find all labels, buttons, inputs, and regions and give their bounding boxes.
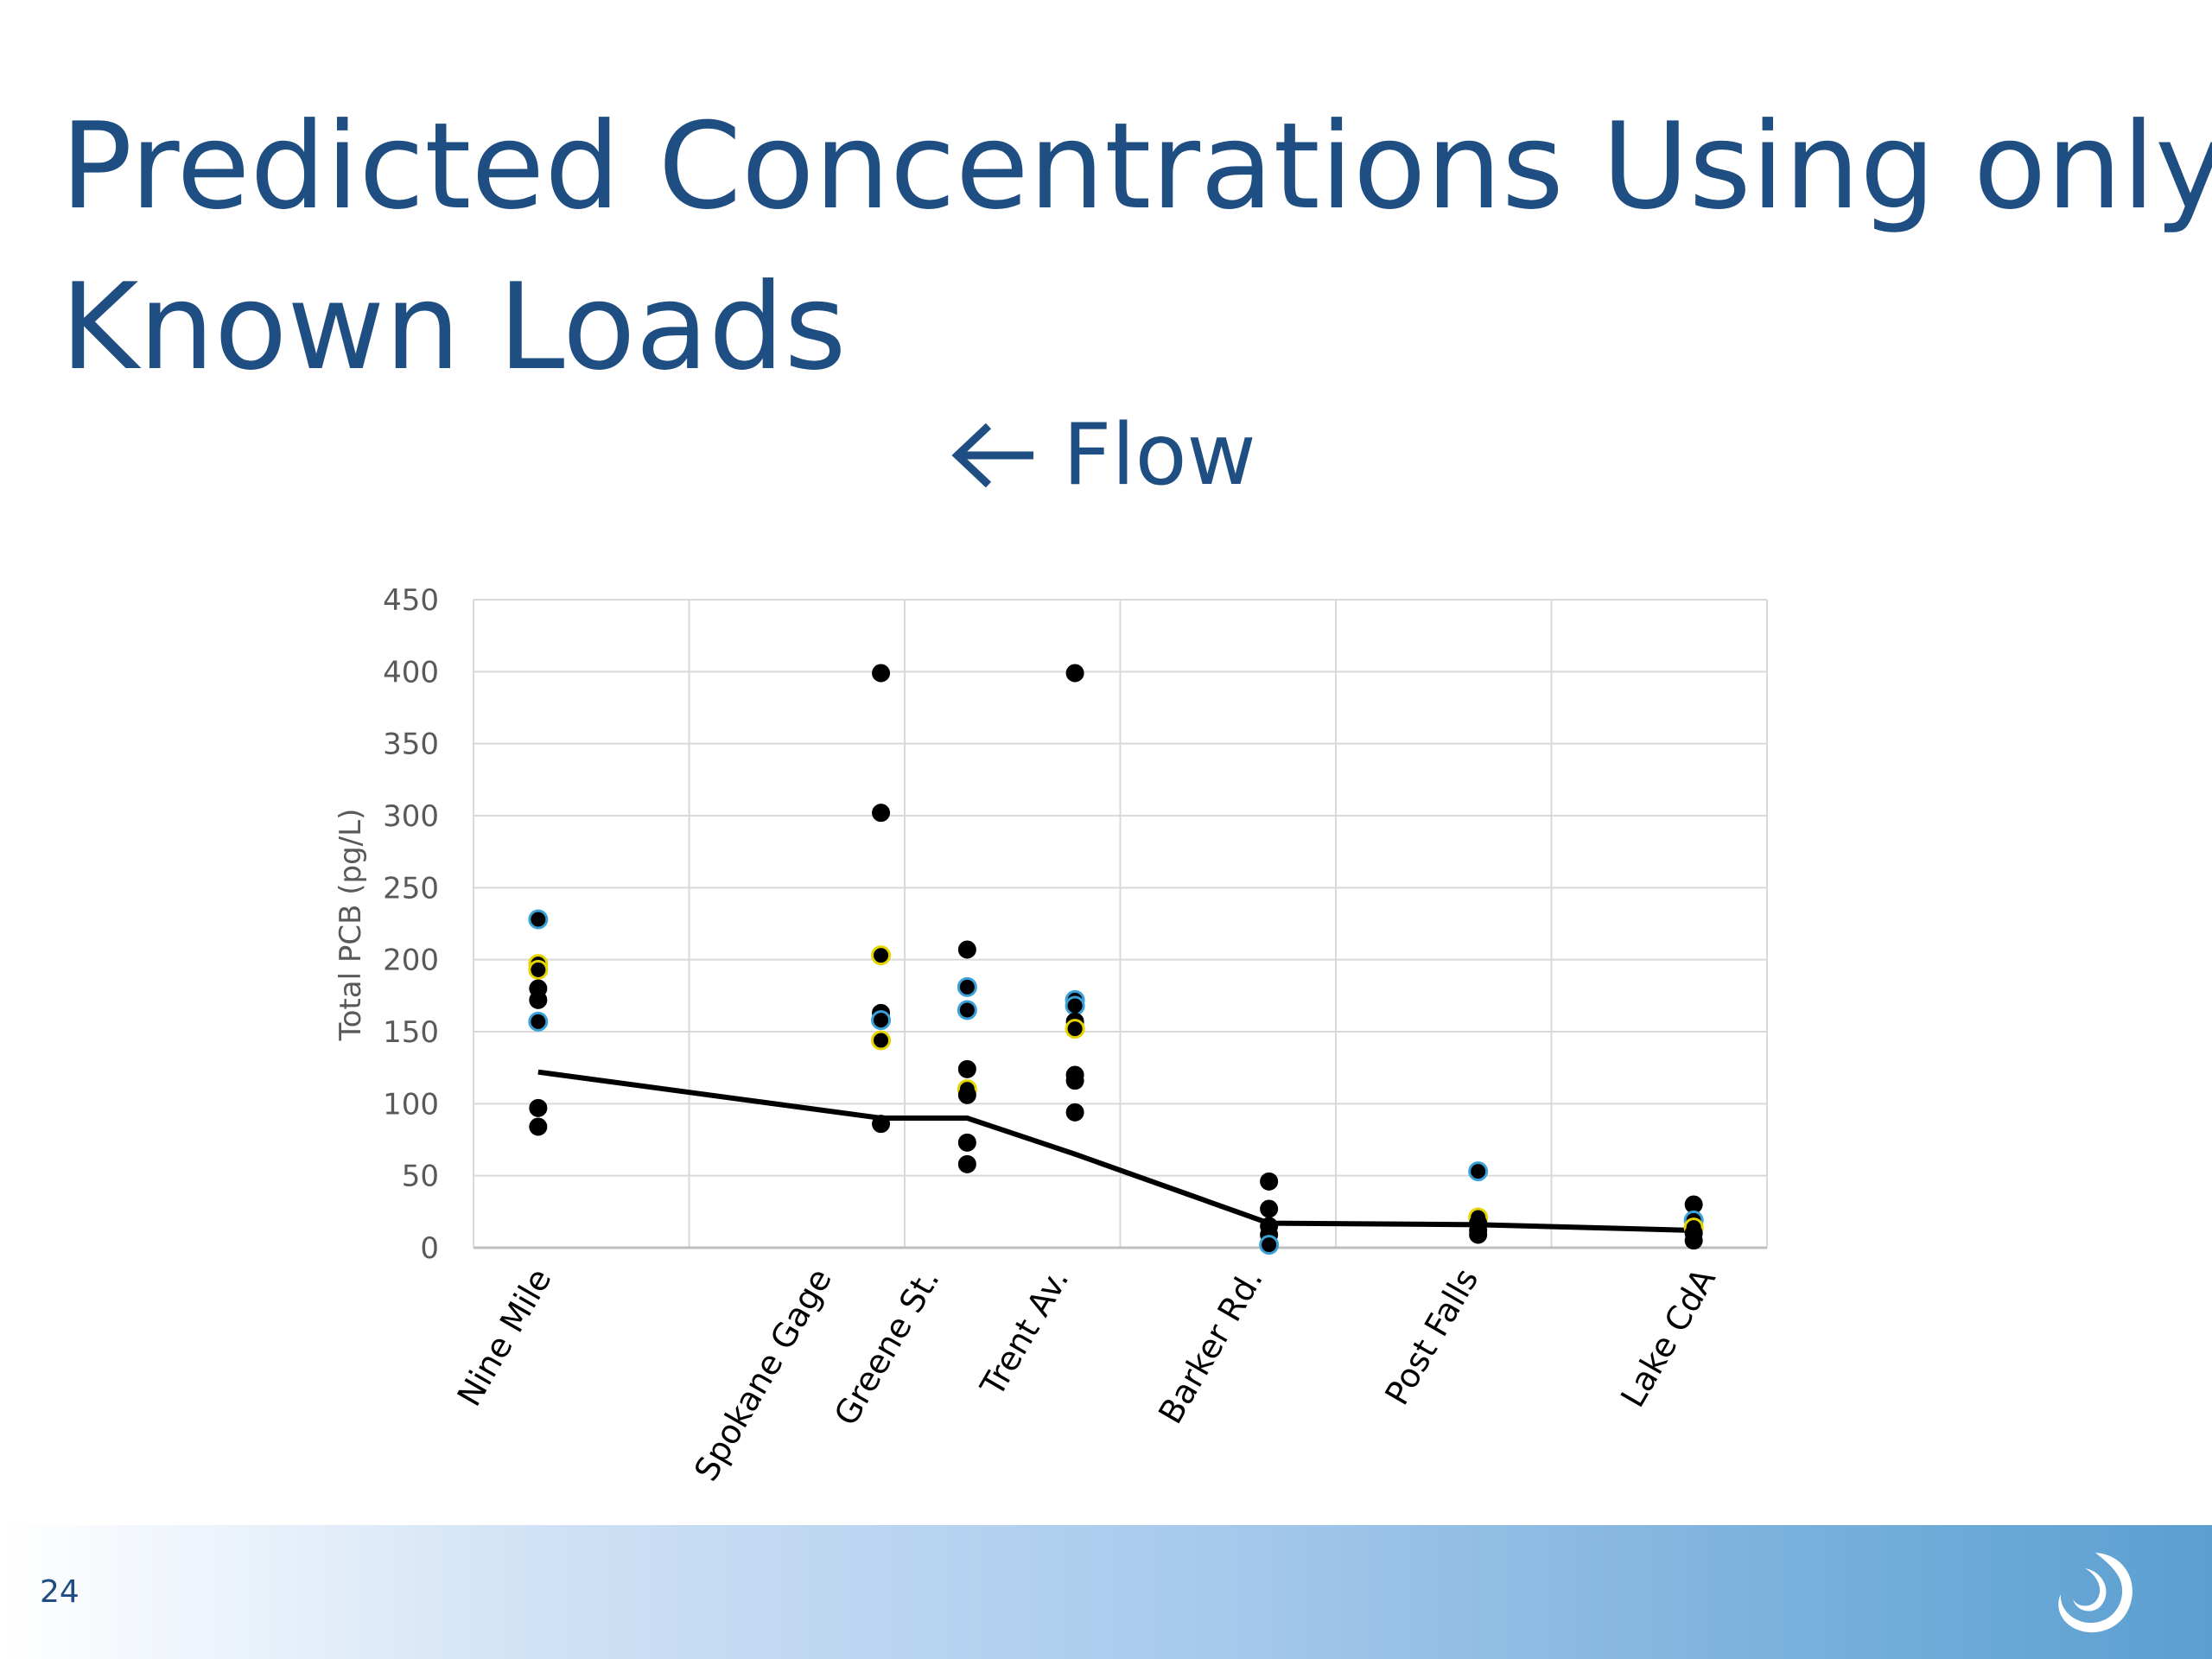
x-site-label: Spokane Gage [687,1262,839,1488]
data-point [1469,1225,1488,1244]
data-point [872,664,891,683]
flow-label: Flow [1063,406,1256,505]
data-point [957,1059,976,1078]
x-site-label: Barker Rd. [1151,1262,1270,1431]
page-number: 24 [40,1574,79,1610]
x-site-label: Lake CdA [1613,1262,1723,1413]
data-point [957,1085,976,1104]
data-point [957,976,977,997]
data-point [1065,1103,1084,1122]
y-tick-label: 100 [383,1087,439,1122]
slide-title: Predicted Concentrations Using only Know… [60,86,2212,408]
y-tick-label: 200 [383,944,439,978]
data-point [529,1098,548,1117]
left-arrow-icon [951,423,1033,488]
y-tick-label: 400 [383,655,439,690]
y-tick-label: 50 [402,1160,439,1194]
data-point [528,959,549,980]
agency-logo-icon [2058,1553,2133,1633]
data-point [872,1115,891,1134]
x-site-label: Trent Av. [973,1262,1077,1403]
data-point [528,909,549,930]
slide-title-line-1: Predicted Concentrations Using only [60,97,2212,236]
y-tick-label: 0 [420,1231,439,1266]
data-point [957,1000,977,1020]
x-site-label: Post Falls [1377,1262,1485,1412]
x-site-label: Nine Mile [450,1262,559,1413]
data-point [957,1133,976,1152]
data-point [1065,664,1084,683]
data-point [871,1010,892,1031]
predicted-line-path [537,1069,1694,1233]
data-point [1260,1172,1279,1191]
data-point [529,990,548,1009]
data-point [957,940,976,959]
data-point [872,804,891,823]
observed-points [528,664,1704,1255]
data-point [1065,1071,1084,1090]
y-axis-label: Total PCB (pg/L) [334,809,368,1042]
y-axis-ticks: 0 50 100 150 200 250 300 350 400 450 [383,583,439,1266]
flow-direction: Flow [950,406,1256,505]
data-point [1684,1231,1703,1250]
predicted-concentration-line [537,1069,1694,1233]
data-point [1260,1199,1279,1218]
x-site-label: Greene St. [827,1262,947,1433]
chart-gridlines [473,599,1768,1249]
y-tick-label: 150 [383,1015,439,1050]
data-point [529,1117,548,1136]
data-point [1065,1019,1085,1039]
data-point [871,1030,892,1051]
y-tick-label: 350 [383,728,439,762]
pcb-chart: 0 50 100 150 200 250 300 350 400 450 Nine Mile Spo… [334,583,1768,1487]
data-point [957,1154,976,1173]
y-tick-label: 250 [383,871,439,906]
data-point [1468,1161,1489,1182]
y-tick-label: 450 [383,583,439,618]
y-tick-label: 300 [383,799,439,834]
data-point [1065,995,1085,1016]
footer-band [0,1525,2212,1659]
data-point [1259,1235,1280,1255]
slide-title-line-2: Known Loads [60,257,847,397]
data-point [528,1011,549,1032]
data-point [871,945,892,966]
